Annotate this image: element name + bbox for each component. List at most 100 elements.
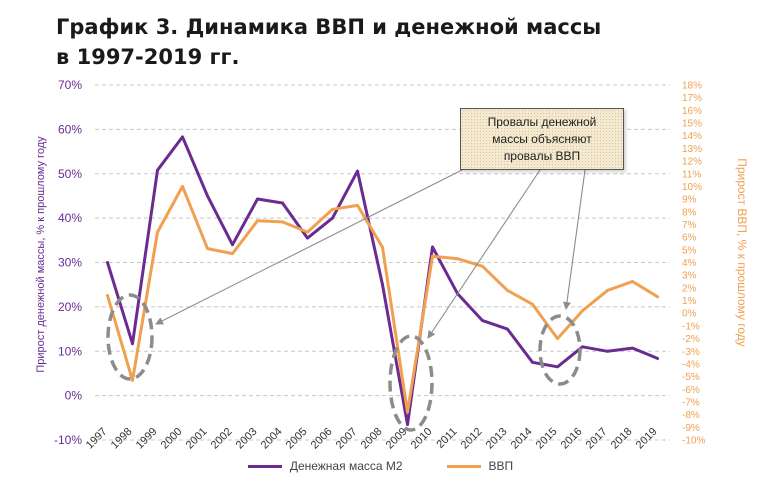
highlight-ellipse xyxy=(538,314,582,386)
right-tick-label: 13% xyxy=(682,144,702,155)
series-line-gdp xyxy=(106,184,659,414)
series-point-m2 xyxy=(556,365,559,369)
x-tick-label: 2007 xyxy=(334,426,360,452)
right-tick-label: 7% xyxy=(682,220,697,231)
left-tick-label: 70% xyxy=(58,78,82,92)
x-tick-label: 2015 xyxy=(534,426,560,452)
chart-title-line2: в 1997-2019 гг. xyxy=(56,45,240,69)
x-tick-label: 2005 xyxy=(284,426,310,452)
x-tick-label: 1997 xyxy=(84,426,110,452)
right-tick-label: 12% xyxy=(682,157,702,168)
series-point-m2 xyxy=(306,236,309,240)
series-point-m2 xyxy=(106,261,109,264)
series-point-m2 xyxy=(331,216,334,220)
x-axis-ticks: 1997 1998 1999 2000 2001 2002 2003 2004 2005 2006… xyxy=(84,426,660,452)
right-tick-label: -4% xyxy=(682,359,700,370)
x-tick-label: 2002 xyxy=(209,426,235,452)
series-point-gdp xyxy=(481,264,484,268)
left-tick-label: 10% xyxy=(58,344,82,358)
legend-swatch-m2 xyxy=(247,464,282,468)
right-tick-label: 5% xyxy=(682,245,697,256)
callout-arrow xyxy=(427,169,541,339)
left-tick-label: 50% xyxy=(58,167,82,181)
x-tick-label: 2018 xyxy=(609,426,635,452)
callout-text: Провалы денежной массы объясняют провалы… xyxy=(487,114,597,163)
series-point-gdp xyxy=(156,230,159,234)
x-tick-label: 2004 xyxy=(259,426,285,452)
highlight-ellipses xyxy=(106,293,582,432)
right-tick-label: 9% xyxy=(682,195,697,206)
series-point-m2 xyxy=(656,356,659,360)
series-point-gdp xyxy=(531,302,534,306)
right-tick-label: 1% xyxy=(682,296,697,307)
series-point-m2 xyxy=(531,360,534,364)
left-tick-label: 40% xyxy=(58,211,82,225)
right-tick-label: 14% xyxy=(682,131,702,142)
series-point-gdp xyxy=(281,220,284,224)
series-point-gdp xyxy=(106,294,109,297)
chart-title: График 3. Динамика ВВП и денежной массы … xyxy=(56,12,676,72)
right-tick-label: 8% xyxy=(682,207,697,218)
right-tick-label: -8% xyxy=(682,410,700,421)
legend-item-m2: Денежная масса М2 xyxy=(247,459,403,473)
right-tick-label: -1% xyxy=(682,321,700,332)
right-tick-label: -10% xyxy=(682,436,705,447)
series-point-m2 xyxy=(256,197,259,201)
series-point-gdp xyxy=(181,185,184,188)
series-point-m2 xyxy=(231,243,234,247)
right-tick-label: 2% xyxy=(682,283,697,294)
series-line-m2 xyxy=(106,135,659,426)
right-tick-label: -2% xyxy=(682,334,700,345)
highlight-ellipse xyxy=(106,293,154,381)
series-point-m2 xyxy=(431,245,434,249)
right-tick-label: -7% xyxy=(682,397,700,408)
callout-arrow xyxy=(562,169,586,310)
right-tick-label: -3% xyxy=(682,347,700,358)
legend: Денежная масса М2 ВВП xyxy=(0,459,761,473)
series-point-m2 xyxy=(606,349,609,353)
right-axis-ticks: -10% -9% -8% -7%-6% -5% -4%-3% -2% -1%0% 1% 2%3% 4… xyxy=(682,81,705,447)
series-point-gdp xyxy=(581,309,584,313)
right-tick-label: -6% xyxy=(682,385,700,396)
series-point-m2 xyxy=(481,319,484,323)
left-tick-label: 60% xyxy=(58,122,82,136)
series-point-gdp xyxy=(331,207,334,211)
right-tick-label: 11% xyxy=(682,169,701,180)
callout-arrows xyxy=(155,168,586,339)
series-point-m2 xyxy=(281,201,284,205)
series-point-gdp xyxy=(606,288,609,292)
x-tick-label: 2019 xyxy=(634,426,660,452)
series-point-m2 xyxy=(581,345,584,349)
callout-box: Провалы денежной массы объясняют провалы… xyxy=(460,108,624,170)
series-point-m2 xyxy=(156,168,159,172)
x-tick-label: 2001 xyxy=(184,426,210,452)
left-axis-ticks: -10% 0% 10% 20% 30% 40% 50% 60% 70% xyxy=(54,78,82,447)
x-tick-label: 2014 xyxy=(509,426,535,452)
series-lines xyxy=(106,135,659,426)
x-tick-label: 2013 xyxy=(484,426,510,452)
right-tick-label: 4% xyxy=(682,258,697,269)
series-point-gdp xyxy=(431,254,434,258)
legend-label-m2: Денежная масса М2 xyxy=(289,459,403,473)
left-axis-label: Прирост денежной массы, % к прошлому год… xyxy=(35,136,47,373)
right-tick-label: 16% xyxy=(682,106,702,117)
left-tick-label: -10% xyxy=(54,433,82,447)
highlight-ellipse xyxy=(388,334,434,432)
series-point-gdp xyxy=(456,257,459,261)
legend-swatch-gdp xyxy=(446,464,481,468)
right-axis-label: Прирост ВВП, % к прошлому году xyxy=(735,158,749,347)
left-tick-label: 30% xyxy=(58,256,82,270)
right-tick-label: 3% xyxy=(682,271,697,282)
series-point-gdp xyxy=(306,230,309,234)
x-tick-label: 1999 xyxy=(134,426,160,452)
legend-label-gdp: ВВП xyxy=(488,459,514,473)
series-point-m2 xyxy=(406,423,409,426)
right-tick-label: 6% xyxy=(682,233,697,244)
series-point-gdp xyxy=(131,379,134,382)
series-point-m2 xyxy=(131,342,134,346)
series-point-gdp xyxy=(506,288,509,292)
right-tick-label: 0% xyxy=(682,309,697,320)
x-tick-label: 2011 xyxy=(434,426,459,451)
series-point-gdp xyxy=(556,337,559,340)
